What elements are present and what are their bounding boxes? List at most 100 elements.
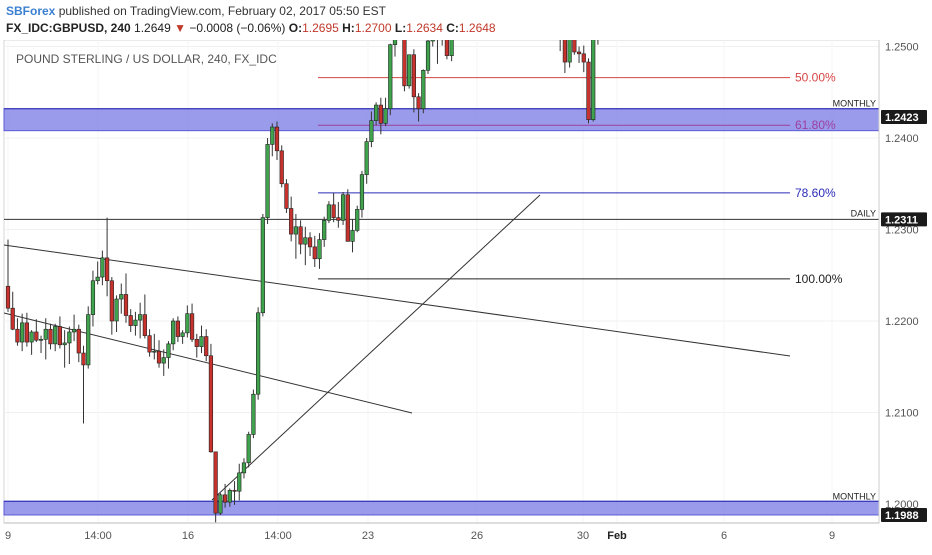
candle-body (90, 280, 96, 315)
zone-band (3, 500, 880, 516)
candle-body (105, 257, 110, 282)
candle-body (133, 319, 138, 326)
candle-body (171, 320, 176, 345)
candle-body (114, 298, 119, 322)
candle-body (388, 44, 393, 110)
candle-body (147, 335, 152, 353)
candle-body (411, 54, 416, 98)
candle-body (199, 336, 204, 347)
candle-body (189, 313, 195, 340)
candle-body (336, 217, 341, 221)
high-value: 1.2700 (354, 21, 392, 35)
candle-body (237, 472, 242, 492)
candle-body (24, 322, 29, 343)
candle-body (317, 239, 322, 260)
price-tick-label: 1.2500 (885, 42, 919, 54)
candle-body (138, 314, 143, 321)
publisher-brand[interactable]: SBForex (6, 4, 56, 18)
candle-body (326, 204, 332, 221)
candle-body (572, 34, 577, 53)
candle-body (185, 313, 190, 334)
ohlc-bar: FX_IDC:GBPUSD, 240 1.2649 ▼ −0.0008 (−0.… (6, 21, 496, 35)
candle-body (67, 331, 72, 344)
time-tick-label: 14:00 (264, 530, 292, 542)
candle-body (392, 18, 398, 45)
candle-body (15, 328, 20, 343)
publisher-line: SBForex published on TradingView.com, Fe… (6, 4, 386, 18)
candle-body (5, 285, 11, 309)
candle-body (128, 315, 133, 326)
time-tick-label: 26 (471, 530, 483, 542)
candle-body (274, 126, 280, 152)
price-marker-label: 1.2423 (885, 112, 919, 124)
candle-body (119, 294, 124, 300)
candle-body (378, 104, 383, 124)
candle-body (34, 331, 39, 341)
candle-body (218, 494, 223, 514)
candle-body (444, 24, 450, 56)
candle-body (86, 314, 91, 366)
candle-body (48, 328, 53, 345)
candle-body (298, 226, 303, 245)
candle-body (166, 343, 171, 358)
trendline-long-descending[interactable] (3, 244, 791, 357)
candle-body (123, 294, 129, 316)
low-label: L: (394, 21, 407, 35)
candle-body (95, 276, 100, 282)
candle-body (407, 54, 412, 87)
candle-body (251, 393, 256, 435)
fib-label: 61.80% (795, 118, 836, 132)
candle-body (100, 257, 105, 278)
candle-body (421, 69, 426, 110)
candle-body (53, 326, 58, 345)
candle-body (71, 328, 77, 333)
candle-body (38, 338, 44, 341)
candle-body (208, 355, 214, 453)
candle-body (567, 34, 572, 63)
daily-label: DAILY (851, 208, 876, 218)
candle-body (322, 220, 327, 240)
time-tick-label: 6 (721, 530, 727, 542)
symbol-label: FX_IDC:GBPUSD, 240 (6, 21, 131, 35)
low-value: 1.2634 (406, 21, 443, 35)
candle-body (20, 322, 25, 343)
open-value: 1.2695 (302, 21, 339, 35)
last-price: 1.2649 (134, 21, 171, 35)
candle-body (232, 489, 237, 492)
candle-body (581, 53, 586, 63)
candle-body (576, 51, 582, 55)
trendline-ascending[interactable] (211, 194, 541, 501)
candle-body (312, 246, 317, 260)
time-tick-label: 9 (829, 530, 835, 542)
candle-body (586, 61, 591, 121)
fib-label: 78.60% (795, 186, 836, 200)
time-axis[interactable]: 9 14:00 16 14:00 23 26 30 Feb 6 9 (5, 530, 835, 542)
candle-body (383, 108, 388, 124)
candle-body (289, 208, 294, 235)
time-tick-label: 14:00 (84, 530, 112, 542)
candle-body (562, 35, 567, 63)
candle-body (430, 35, 435, 42)
price-tick-label: 1.2100 (885, 408, 919, 420)
candle-body (364, 141, 369, 175)
candle-body (161, 357, 166, 364)
candle-body (180, 332, 185, 337)
candle-body (402, 36, 407, 87)
price-marker (881, 507, 927, 522)
close-label: C: (446, 21, 459, 35)
candle-body (303, 237, 308, 245)
open-label: O: (288, 21, 303, 35)
candle-body (260, 217, 265, 314)
candle-body (81, 352, 86, 366)
candle-body (222, 494, 228, 503)
candle-body (156, 350, 162, 364)
candle-body (29, 331, 34, 343)
price-tick-label: 1.2200 (885, 316, 919, 328)
candle-body (449, 31, 454, 56)
candle-body (152, 350, 157, 353)
candle-body (246, 434, 251, 464)
candle-body (213, 451, 218, 514)
time-tick-label: 23 (362, 530, 374, 542)
